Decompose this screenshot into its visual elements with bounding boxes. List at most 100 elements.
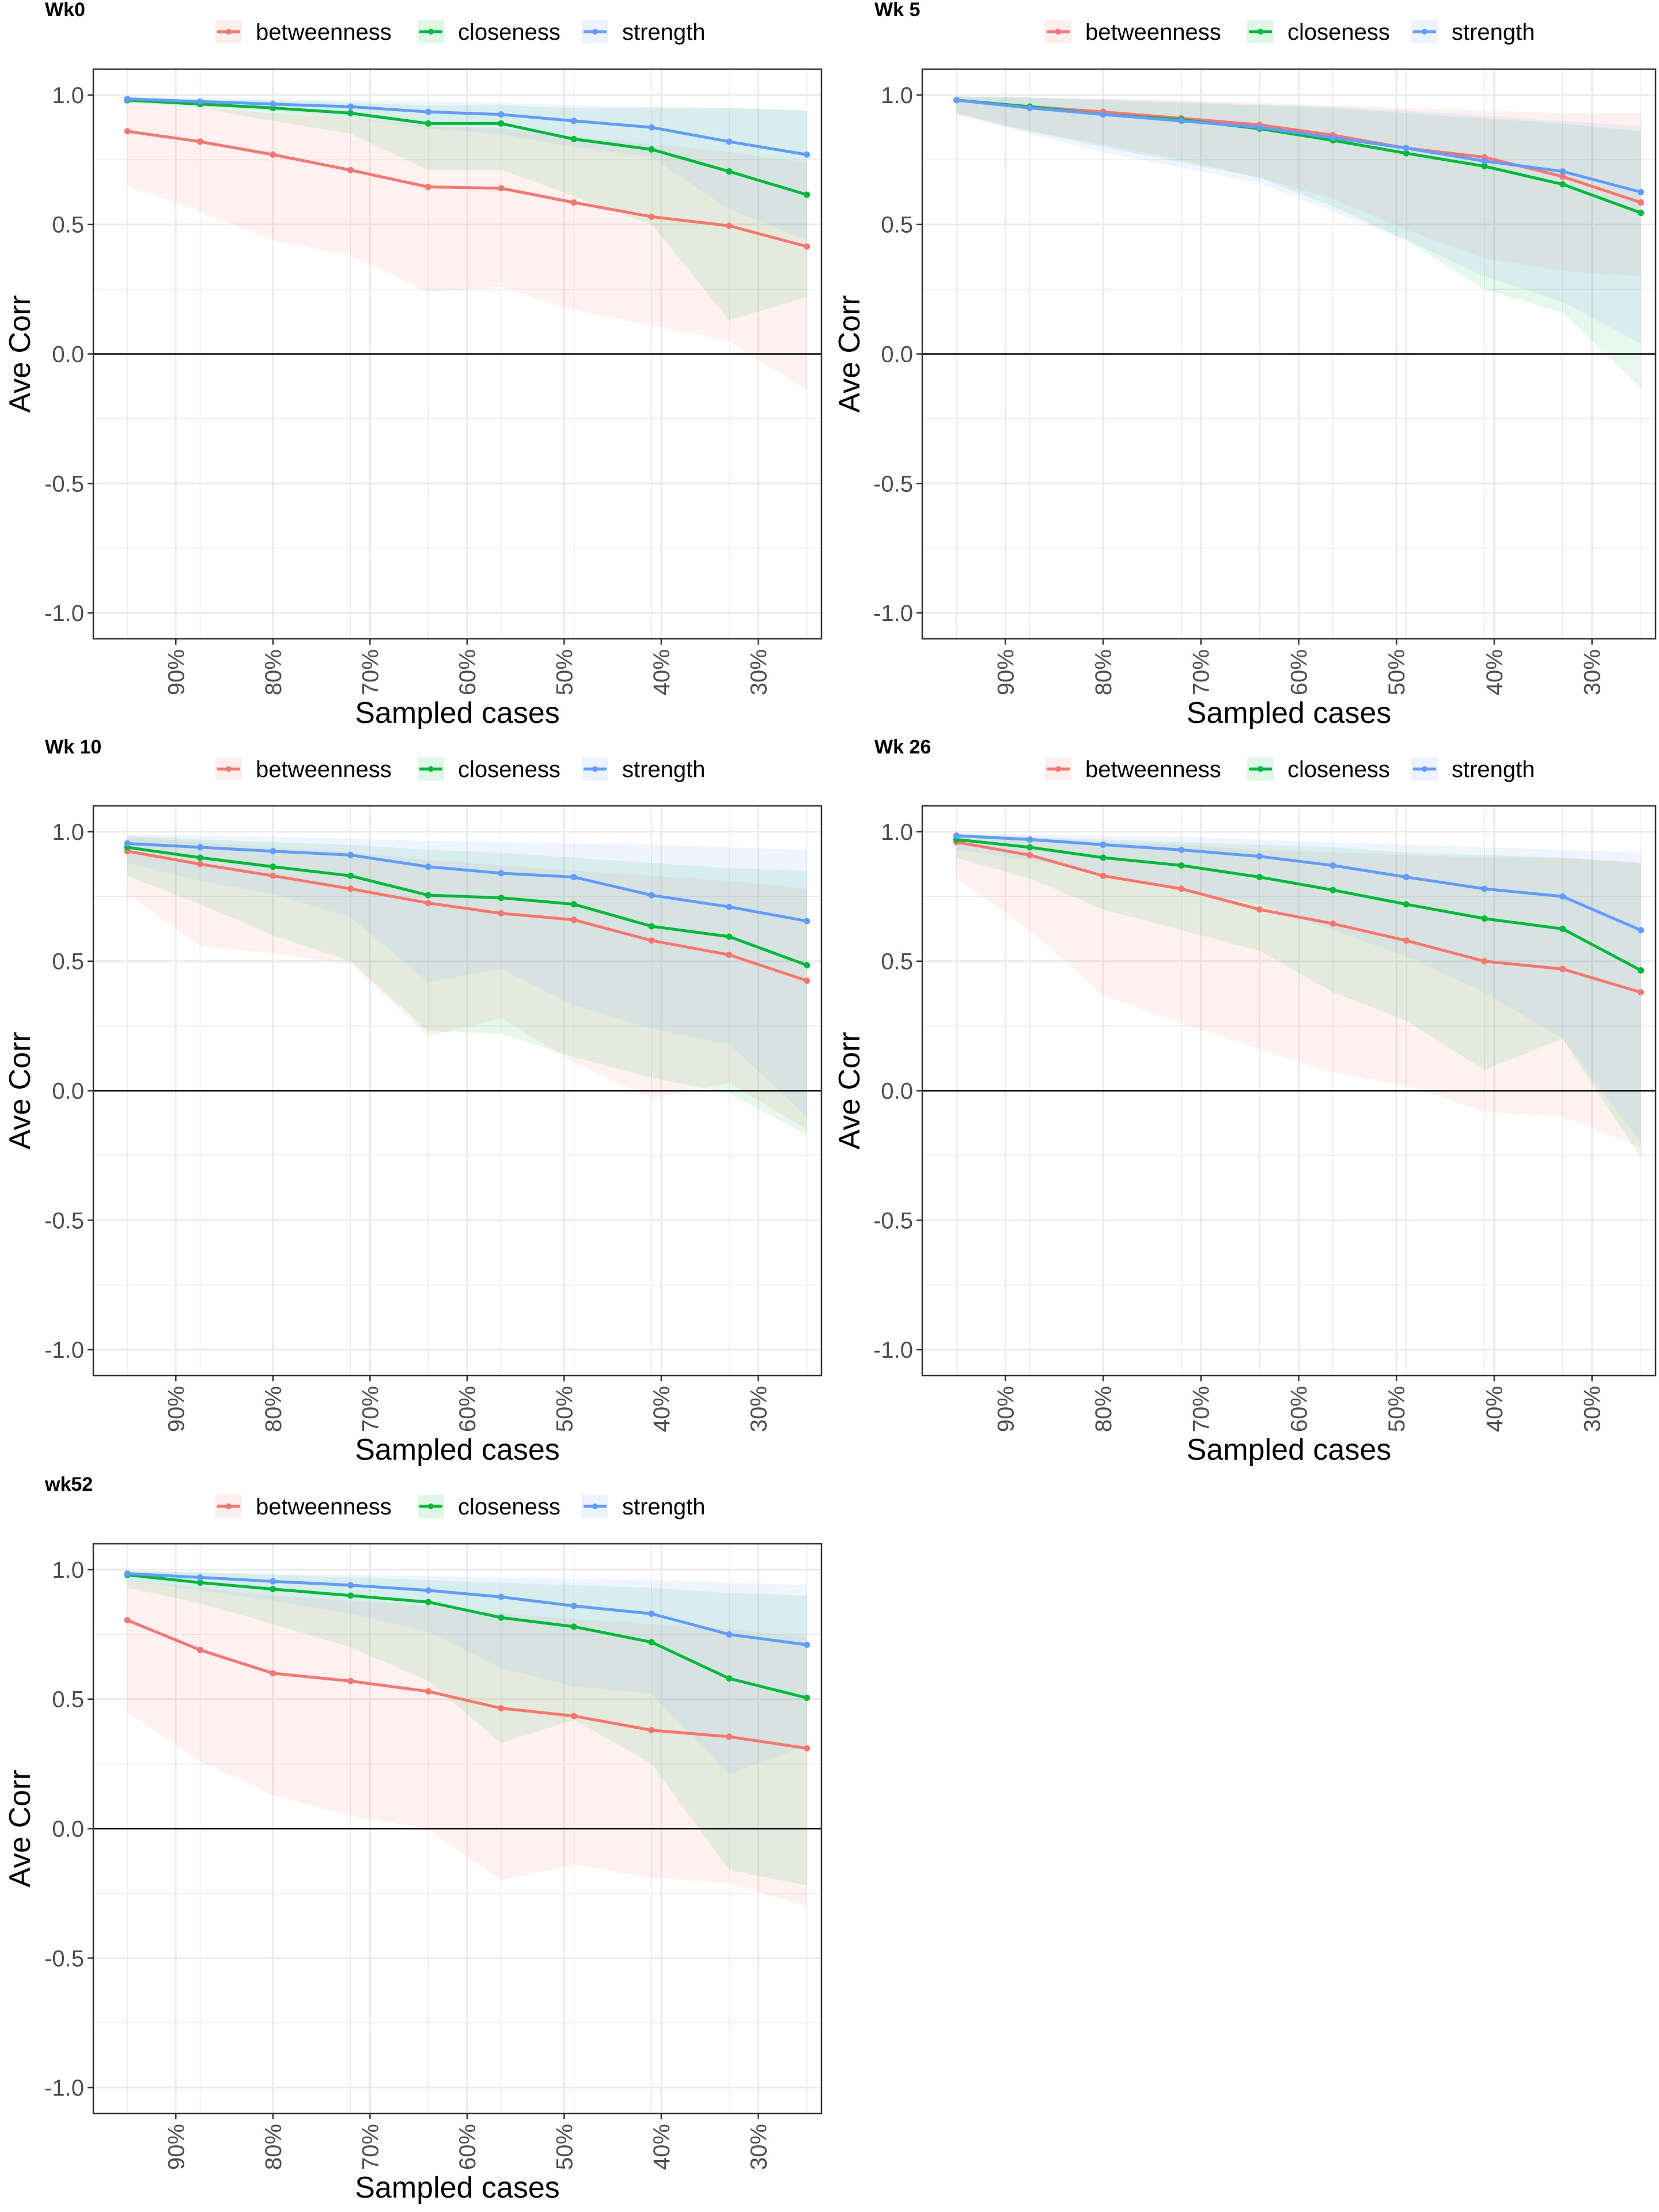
y-tick-label: 0.0 bbox=[881, 342, 913, 368]
y-tick-label: -0.5 bbox=[873, 471, 913, 497]
data-point-betweenness bbox=[425, 1688, 431, 1695]
data-point-strength bbox=[1178, 118, 1185, 124]
legend-label: strength bbox=[1452, 757, 1535, 782]
legend: betweenness closeness strength bbox=[215, 757, 706, 782]
data-point-closeness bbox=[196, 1579, 203, 1586]
data-point-betweenness bbox=[1559, 965, 1566, 972]
data-point-strength bbox=[498, 1593, 505, 1600]
legend-item-closeness: closeness bbox=[1247, 20, 1390, 45]
x-tick-label: 30% bbox=[1580, 649, 1605, 695]
data-point-closeness bbox=[648, 1639, 655, 1646]
y-tick-label: 1.0 bbox=[52, 820, 84, 845]
data-point-strength bbox=[1559, 893, 1566, 900]
data-point-strength bbox=[726, 903, 733, 910]
legend-key-point bbox=[428, 1503, 434, 1509]
chart-title: wk52 bbox=[44, 1474, 93, 1495]
legend-item-closeness: closeness bbox=[418, 757, 560, 782]
x-tick-label: 40% bbox=[1482, 649, 1508, 695]
legend-key-point bbox=[592, 29, 598, 35]
band-betweenness bbox=[127, 103, 807, 391]
legend-label: betweenness bbox=[256, 1494, 392, 1520]
data-point-closeness bbox=[726, 168, 733, 175]
data-point-betweenness bbox=[196, 1646, 203, 1653]
data-point-betweenness bbox=[498, 185, 505, 192]
data-point-strength bbox=[804, 1641, 810, 1648]
data-point-strength bbox=[425, 108, 431, 115]
data-point-betweenness bbox=[124, 128, 131, 135]
legend-item-closeness: closeness bbox=[418, 1494, 560, 1520]
series-line-strength bbox=[127, 97, 808, 156]
chart-title: Wk 10 bbox=[45, 736, 101, 758]
data-point-strength bbox=[196, 1574, 203, 1581]
band-betweenness bbox=[956, 834, 1641, 1148]
x-tick-label: 60% bbox=[1286, 1386, 1312, 1432]
band-closeness bbox=[127, 97, 807, 321]
legend-label: strength bbox=[622, 20, 706, 45]
y-tick-label: 0.5 bbox=[52, 213, 84, 238]
y-axis-title: Ave Corr bbox=[3, 295, 37, 412]
band-betweenness bbox=[127, 1580, 807, 1907]
y-tick-label: 0.0 bbox=[52, 1079, 84, 1104]
series-line-betweenness bbox=[956, 840, 1642, 994]
data-point-strength bbox=[953, 97, 960, 104]
data-point-closeness bbox=[1027, 844, 1033, 851]
data-point-strength bbox=[347, 851, 354, 858]
data-point-strength bbox=[425, 863, 431, 870]
legend-item-betweenness: betweenness bbox=[1045, 757, 1221, 782]
data-point-betweenness bbox=[1638, 199, 1645, 206]
chart-panel-1: Wk0 betweenness closeness strength 1.0 0.5 0.0… bbox=[3, 0, 823, 730]
data-point-betweenness bbox=[1481, 958, 1488, 965]
data-point-betweenness bbox=[196, 861, 203, 868]
data-point-betweenness bbox=[804, 243, 810, 250]
x-tick-label: 60% bbox=[455, 649, 480, 695]
series-line-closeness bbox=[127, 1573, 808, 1699]
data-point-closeness bbox=[498, 895, 505, 902]
data-point-closeness bbox=[1403, 901, 1410, 908]
data-point-strength bbox=[1638, 189, 1645, 196]
y-tick-label: 0.0 bbox=[52, 1817, 84, 1842]
x-tick-label: 50% bbox=[552, 1386, 577, 1432]
data-point-strength bbox=[648, 1610, 655, 1617]
x-tick-label: 70% bbox=[358, 2124, 383, 2170]
legend-key-point bbox=[592, 1503, 598, 1509]
data-point-betweenness bbox=[1100, 872, 1107, 879]
legend-label: betweenness bbox=[1085, 20, 1221, 45]
data-point-strength bbox=[1027, 836, 1033, 843]
data-point-betweenness bbox=[1178, 885, 1185, 892]
legend-label: strength bbox=[1452, 20, 1535, 45]
y-tick-label: 1.0 bbox=[881, 820, 913, 845]
data-point-strength bbox=[270, 848, 276, 855]
legend-label: strength bbox=[622, 1494, 706, 1520]
data-point-closeness bbox=[425, 892, 431, 899]
data-point-strength bbox=[347, 103, 354, 110]
legend-key-point bbox=[592, 766, 598, 772]
y-axis-title: Ave Corr bbox=[833, 1032, 866, 1149]
y-tick-label: -1.0 bbox=[873, 1338, 913, 1363]
legend-item-closeness: closeness bbox=[418, 20, 560, 45]
data-point-closeness bbox=[347, 109, 354, 116]
band-closeness bbox=[127, 835, 807, 1135]
data-point-betweenness bbox=[1403, 937, 1410, 944]
data-point-closeness bbox=[1481, 915, 1488, 922]
data-point-betweenness bbox=[196, 138, 203, 145]
data-point-strength bbox=[804, 918, 810, 925]
data-point-strength bbox=[570, 118, 577, 124]
band-strength bbox=[127, 96, 807, 240]
data-point-betweenness bbox=[804, 977, 810, 984]
data-point-betweenness bbox=[570, 916, 577, 923]
y-tick-label: -0.5 bbox=[873, 1208, 913, 1233]
data-point-strength bbox=[1100, 111, 1107, 118]
chart-title: Wk 26 bbox=[874, 736, 931, 758]
data-point-betweenness bbox=[347, 1677, 354, 1684]
data-point-strength bbox=[1403, 874, 1410, 881]
data-point-closeness bbox=[1330, 887, 1336, 893]
y-tick-label: 1.0 bbox=[52, 83, 84, 108]
chart-panel-4: Wk 26 betweenness closeness strength 1.0 0.5 0… bbox=[833, 736, 1657, 1467]
data-point-betweenness bbox=[726, 1733, 733, 1740]
y-tick-label: 0.5 bbox=[881, 949, 913, 975]
data-point-strength bbox=[1330, 862, 1336, 869]
data-point-strength bbox=[648, 124, 655, 131]
data-point-strength bbox=[347, 1582, 354, 1589]
series-line-strength bbox=[956, 834, 1642, 932]
x-tick-label: 90% bbox=[164, 649, 189, 695]
